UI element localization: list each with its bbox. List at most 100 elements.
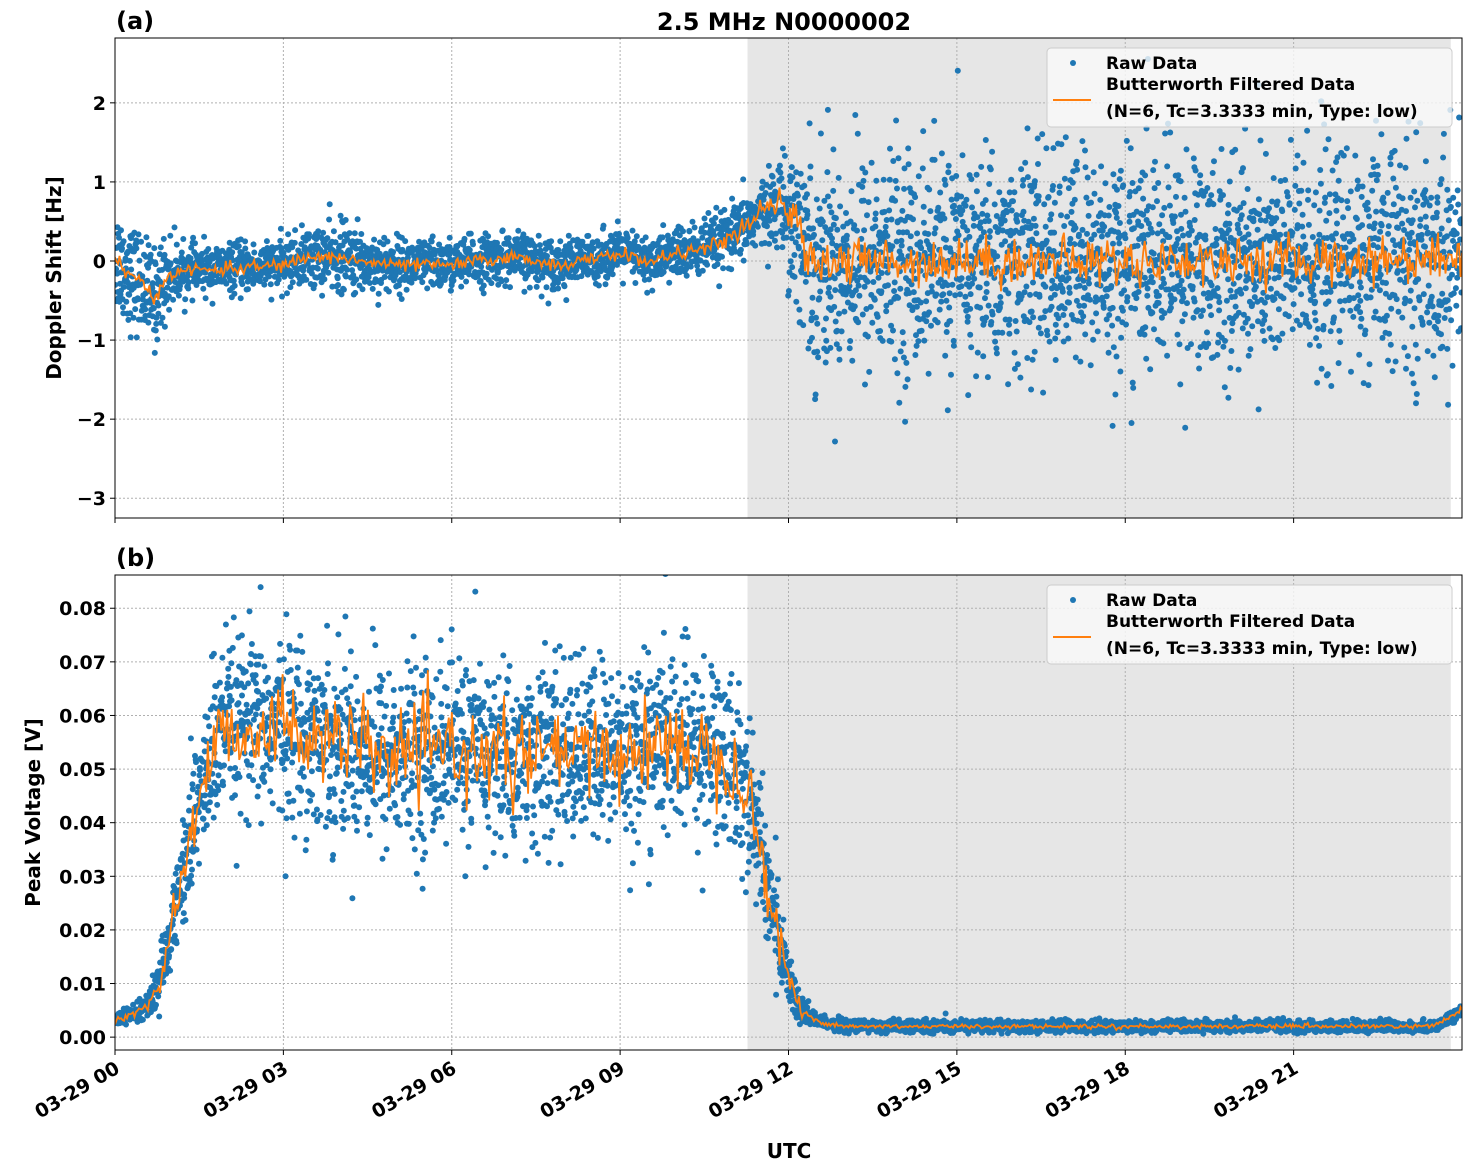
raw-data-point: [1305, 187, 1312, 194]
raw-data-point: [1348, 283, 1355, 290]
raw-data-point: [1236, 273, 1243, 279]
raw-data-point: [229, 249, 236, 256]
raw-data-point: [347, 249, 354, 256]
x-tick-label: 03-29 15: [873, 1057, 965, 1123]
raw-data-point: [1161, 310, 1168, 317]
raw-data-point: [1328, 383, 1335, 389]
raw-data-point: [1100, 304, 1107, 311]
raw-data-point: [1221, 384, 1228, 391]
raw-data-point: [953, 173, 960, 179]
raw-data-point: [886, 207, 893, 214]
raw-data-point: [1082, 331, 1089, 338]
raw-data-point: [1049, 277, 1056, 284]
raw-data-point: [801, 182, 808, 189]
raw-data-point: [1356, 351, 1363, 358]
raw-data-point: [647, 252, 654, 259]
raw-data-point: [189, 866, 195, 873]
raw-data-point: [1021, 289, 1028, 296]
raw-data-point: [342, 217, 349, 223]
raw-data-point: [1343, 145, 1350, 152]
raw-data-point: [1403, 365, 1409, 372]
raw-data-point: [144, 277, 151, 284]
raw-data-point: [984, 212, 991, 219]
raw-data-point: [676, 232, 683, 239]
raw-data-point: [498, 278, 505, 285]
raw-data-point: [831, 275, 838, 282]
raw-data-point: [1048, 303, 1055, 310]
raw-data-point: [1180, 286, 1187, 293]
raw-data-point: [1422, 158, 1429, 165]
raw-data-point: [941, 176, 948, 183]
raw-data-point: [952, 216, 959, 222]
raw-data-point: [1133, 295, 1140, 302]
raw-data-point: [185, 279, 192, 286]
raw-data-point: [219, 654, 226, 661]
raw-data-point: [357, 238, 363, 245]
raw-data-point: [780, 183, 787, 190]
raw-data-point: [719, 253, 725, 260]
raw-data-point: [1182, 208, 1189, 215]
raw-data-point: [1208, 282, 1215, 289]
raw-data-point: [1055, 315, 1062, 322]
raw-data-point: [1244, 186, 1251, 192]
raw-data-point: [994, 253, 1001, 260]
raw-data-point: [1013, 212, 1020, 219]
legend-entry: Butterworth Filtered Data: [1106, 75, 1355, 95]
raw-data-point: [536, 242, 543, 249]
raw-data-point: [1266, 325, 1273, 332]
raw-data-point: [1305, 221, 1312, 228]
raw-data-point: [1321, 199, 1328, 206]
raw-data-point: [774, 244, 780, 251]
raw-data-point: [1317, 167, 1324, 173]
raw-data-point: [189, 297, 196, 304]
raw-data-point: [921, 337, 928, 344]
raw-data-point: [335, 282, 342, 288]
x-tick-label: 03-29 00: [31, 1057, 123, 1123]
x-tick-label: 03-29 21: [1210, 1057, 1302, 1123]
raw-data-point: [403, 286, 410, 293]
raw-data-point: [214, 801, 221, 808]
raw-data-point: [938, 150, 945, 157]
raw-data-point: [869, 319, 876, 326]
raw-data-point: [954, 67, 961, 74]
raw-data-point: [1225, 394, 1232, 401]
raw-data-point: [980, 353, 987, 360]
raw-data-point: [149, 280, 156, 287]
raw-data-point: [1188, 341, 1194, 348]
raw-data-point: [1147, 366, 1154, 373]
raw-data-point: [771, 237, 778, 244]
raw-data-point: [1300, 233, 1307, 240]
raw-data-point: [1156, 221, 1163, 228]
raw-data-point: [1206, 303, 1213, 310]
raw-data-point: [809, 309, 816, 316]
raw-data-point: [1292, 165, 1299, 172]
raw-data-point: [889, 243, 896, 250]
raw-data-point: [957, 291, 963, 298]
raw-data-point: [1084, 174, 1091, 181]
raw-data-point: [463, 278, 470, 285]
raw-data-point: [1078, 318, 1085, 325]
raw-data-point: [1089, 319, 1096, 326]
raw-data-point: [919, 165, 926, 172]
raw-data-point: [1037, 330, 1044, 337]
raw-data-point: [729, 195, 736, 202]
raw-data-point: [154, 336, 161, 343]
raw-data-point: [225, 665, 232, 672]
raw-data-point: [437, 280, 444, 287]
raw-data-point: [912, 352, 919, 358]
raw-data-point: [910, 289, 917, 296]
raw-data-point: [1407, 194, 1414, 201]
raw-data-point: [1406, 246, 1413, 253]
raw-data-point: [816, 205, 823, 212]
raw-data-point: [1005, 290, 1012, 297]
raw-data-point: [1454, 274, 1461, 281]
raw-data-point: [1420, 291, 1427, 298]
raw-data-point: [831, 303, 838, 310]
raw-data-point: [1091, 231, 1098, 238]
raw-data-point: [1410, 380, 1417, 387]
raw-data-point: [1429, 303, 1436, 310]
raw-data-point: [159, 314, 166, 321]
raw-data-point: [170, 296, 177, 303]
raw-data-point: [1192, 167, 1199, 174]
